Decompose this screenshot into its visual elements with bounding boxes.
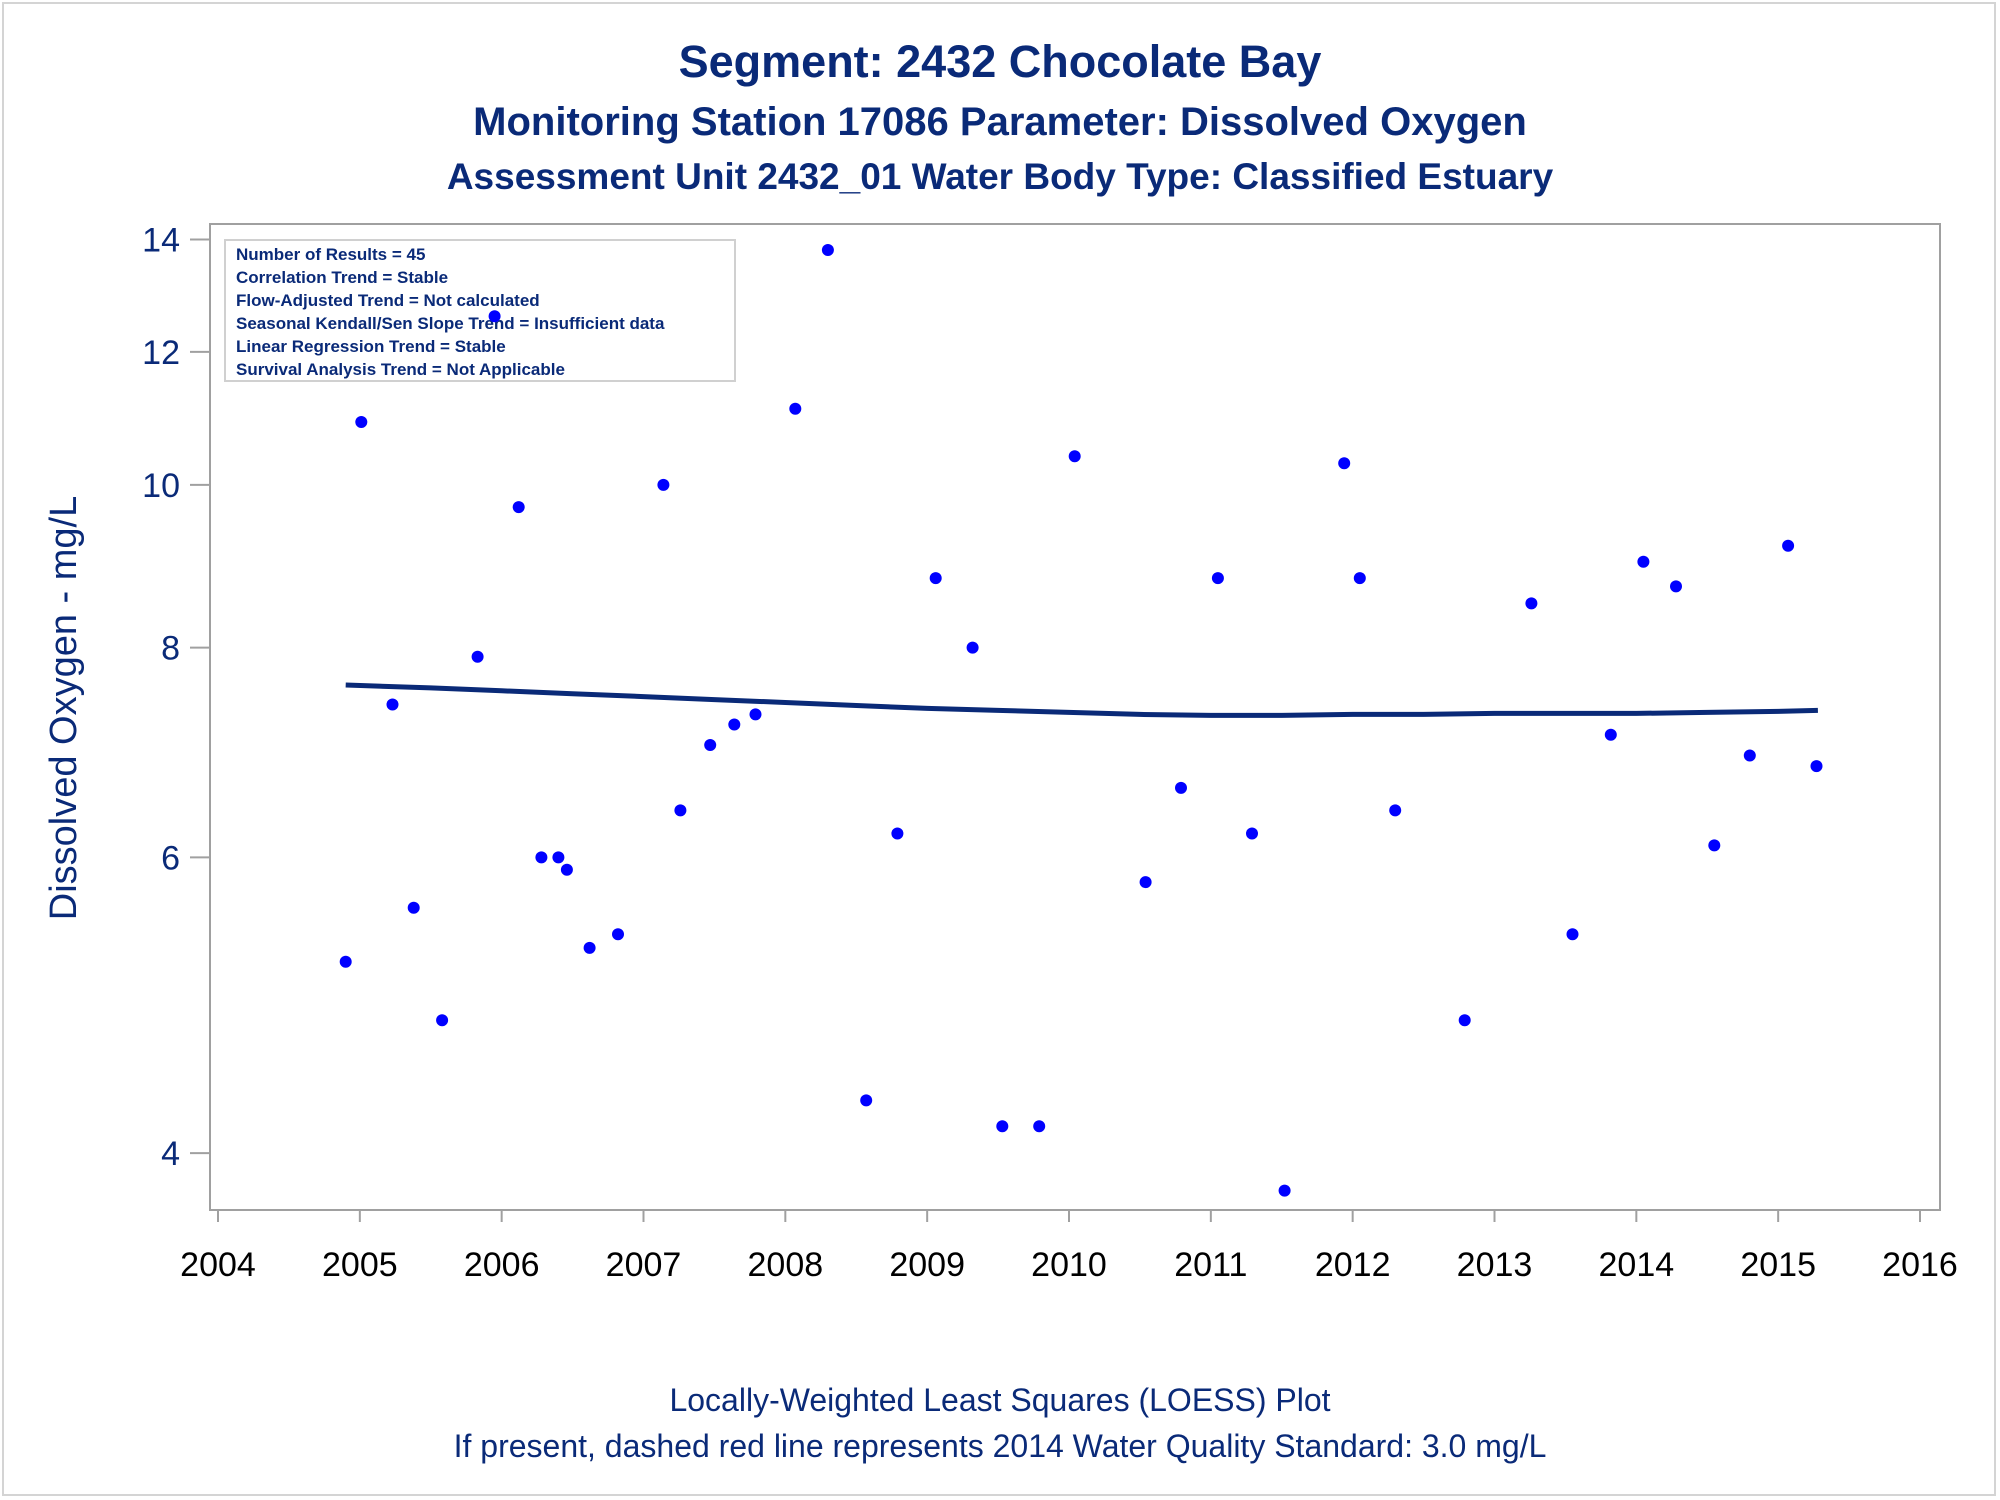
data-point (488, 310, 501, 323)
stats-line: Linear Regression Trend = Stable (236, 337, 506, 356)
stats-box: Number of Results = 45 Correlation Trend… (224, 239, 736, 382)
loess-layer (345, 682, 1818, 718)
x-tick-label: 2007 (606, 1246, 682, 1284)
data-point (1278, 1184, 1291, 1197)
x-tick-label: 2005 (322, 1246, 398, 1284)
x-tick-label: 2011 (1174, 1246, 1247, 1284)
y-tick-label: 14 (142, 221, 180, 259)
data-point (1175, 781, 1187, 794)
x-axis: 2004 2005 2006 2007 2008 2009 2010 2011 2012 2013… (180, 1210, 1958, 1284)
y-tick-label: 8 (161, 630, 180, 668)
data-point (929, 572, 942, 585)
footnote-standard: If present, dashed red line represents 2… (453, 1428, 1547, 1464)
x-tick-label: 2008 (748, 1246, 824, 1284)
data-point (1211, 572, 1224, 585)
data-point (704, 739, 717, 751)
data-point (891, 827, 904, 840)
data-point (1708, 839, 1721, 852)
points-layer (339, 244, 1823, 1197)
data-point (1782, 539, 1795, 552)
y-tick-label: 10 (142, 467, 180, 505)
data-point (471, 650, 484, 663)
data-point (966, 641, 979, 654)
data-point (1458, 1014, 1471, 1027)
data-point (1033, 1120, 1046, 1133)
data-point (1353, 572, 1366, 585)
x-tick-label: 2010 (1031, 1246, 1107, 1284)
chart-subtitle: Monitoring Station 17086 Parameter: Diss… (473, 100, 1527, 144)
stats-line: Flow-Adjusted Trend = Not calculated (236, 291, 540, 310)
data-point (1338, 457, 1351, 470)
data-point (386, 698, 399, 711)
data-point (407, 901, 420, 914)
y-tick-label: 6 (161, 839, 180, 877)
data-point (728, 718, 741, 731)
y-axis-label: Dissolved Oxygen - mg/L (43, 496, 85, 921)
chart-subtitle-2: Assessment Unit 2432_01 Water Body Type:… (446, 156, 1554, 197)
data-point (1604, 728, 1617, 741)
data-point (821, 244, 834, 256)
stats-line: Seasonal Kendall/Sen Slope Trend = Insuf… (236, 314, 665, 333)
data-point (674, 804, 687, 817)
data-point (1389, 804, 1402, 817)
chart-title: Segment: 2432 Chocolate Bay (678, 36, 1322, 87)
data-point (583, 941, 596, 954)
data-point (996, 1120, 1009, 1133)
data-point (535, 851, 548, 864)
data-point (560, 863, 573, 876)
plot-area-frame (209, 223, 1941, 1211)
data-point (1525, 597, 1538, 610)
data-point (657, 478, 670, 491)
x-tick-label: 2016 (1882, 1246, 1958, 1284)
stats-line: Survival Analysis Trend = Not Applicable (236, 360, 565, 379)
x-tick-label: 2013 (1457, 1246, 1533, 1284)
x-tick-label: 2009 (889, 1246, 965, 1284)
stats-box-frame (224, 239, 736, 382)
data-point (860, 1094, 873, 1107)
data-point (1068, 450, 1081, 463)
y-tick-label: 4 (161, 1135, 180, 1173)
data-point (512, 501, 525, 514)
data-point (789, 402, 802, 415)
data-point (339, 955, 352, 968)
x-tick-label: 2015 (1740, 1246, 1816, 1284)
x-tick-label: 2006 (464, 1246, 540, 1284)
data-point (355, 416, 368, 428)
x-tick-label: 2004 (180, 1246, 256, 1284)
data-point (1743, 749, 1756, 762)
x-tick-label: 2014 (1599, 1246, 1675, 1284)
data-point (436, 1014, 449, 1027)
data-point (1810, 760, 1823, 773)
stats-line: Number of Results = 45 (236, 245, 425, 264)
data-point (1637, 555, 1650, 568)
data-point (1139, 876, 1152, 889)
loess-line (345, 682, 1818, 718)
footnote: Locally-Weighted Least Squares (LOESS) P… (669, 1382, 1331, 1418)
data-point (1670, 580, 1682, 593)
data-point (749, 708, 762, 721)
y-axis: 4 6 8 10 12 14 (142, 221, 210, 1173)
stats-line: Correlation Trend = Stable (236, 268, 448, 287)
x-tick-label: 2012 (1315, 1246, 1391, 1284)
data-point (1566, 928, 1579, 941)
data-point (1246, 827, 1258, 840)
data-point (612, 928, 624, 941)
y-tick-label: 12 (142, 334, 180, 372)
data-point (552, 851, 565, 864)
